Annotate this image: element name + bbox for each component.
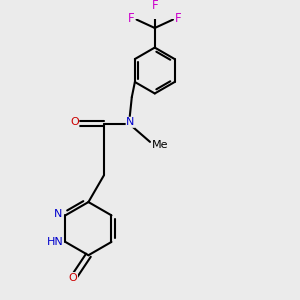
Text: O: O (69, 273, 77, 283)
Text: O: O (70, 117, 79, 127)
Text: Me: Me (152, 140, 168, 150)
Text: HN: HN (46, 237, 63, 247)
Text: F: F (128, 12, 134, 25)
Text: N: N (126, 117, 135, 127)
Text: F: F (152, 0, 158, 12)
Text: N: N (54, 209, 63, 219)
Text: F: F (175, 12, 182, 25)
